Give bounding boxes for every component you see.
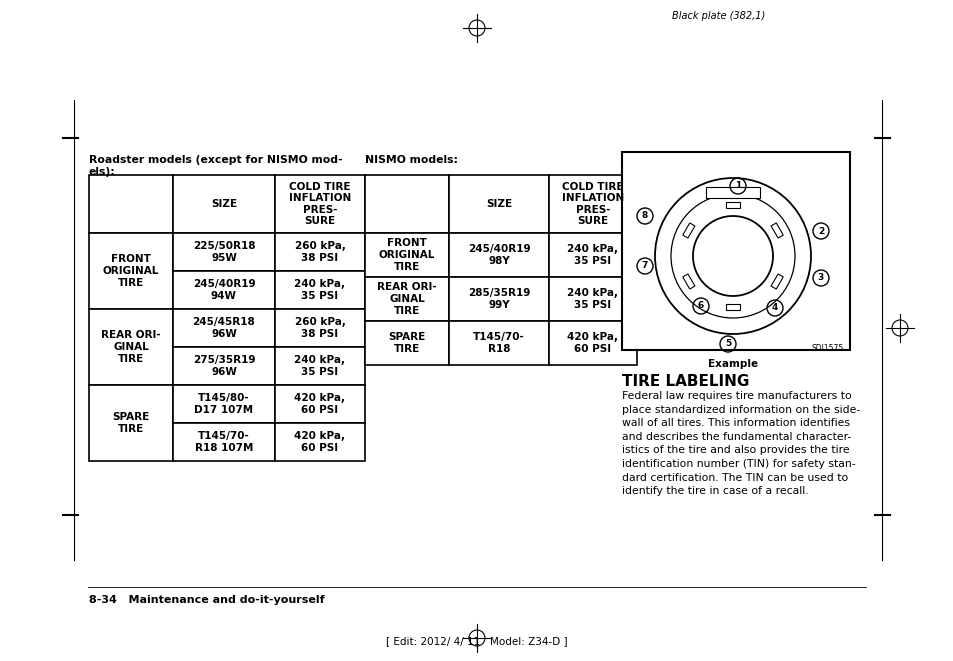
Bar: [172, 233, 274, 271]
Text: TIRE LABELING: TIRE LABELING: [621, 374, 749, 389]
Text: 245/40R19
94W: 245/40R19 94W: [193, 279, 255, 301]
Bar: [274, 385, 365, 423]
Text: 420 kPa,
60 PSI: 420 kPa, 60 PSI: [567, 332, 618, 354]
Bar: [89, 175, 172, 233]
Text: 240 kPa,
35 PSI: 240 kPa, 35 PSI: [294, 355, 345, 377]
Text: SIZE: SIZE: [211, 199, 236, 209]
Text: 420 kPa,
60 PSI: 420 kPa, 60 PSI: [294, 431, 345, 453]
Bar: [449, 321, 548, 365]
Bar: [274, 423, 365, 461]
Bar: [172, 175, 274, 233]
Text: FRONT
ORIGINAL
TIRE: FRONT ORIGINAL TIRE: [103, 254, 159, 288]
Bar: [172, 385, 274, 423]
Text: 7: 7: [641, 262, 647, 270]
Text: Black plate (382,1): Black plate (382,1): [671, 11, 764, 21]
Bar: [274, 271, 365, 309]
Text: Example: Example: [707, 359, 758, 369]
Bar: [365, 233, 449, 277]
Bar: [365, 175, 449, 233]
Text: COLD TIRE
INFLATION
PRES-
SURE: COLD TIRE INFLATION PRES- SURE: [561, 182, 623, 227]
Bar: [705, 187, 760, 198]
Bar: [172, 347, 274, 385]
Bar: [548, 277, 637, 321]
Text: SPARE
TIRE: SPARE TIRE: [112, 412, 150, 434]
Bar: [89, 309, 172, 385]
Text: 1: 1: [734, 182, 740, 190]
Text: 240 kPa,
35 PSI: 240 kPa, 35 PSI: [567, 244, 618, 266]
Bar: [682, 223, 694, 238]
Bar: [725, 202, 740, 208]
Text: 6: 6: [698, 301, 703, 311]
Text: 240 kPa,
35 PSI: 240 kPa, 35 PSI: [567, 288, 618, 310]
Text: 285/35R19
99Y: 285/35R19 99Y: [467, 288, 530, 310]
Text: T145/70-
R18 107M: T145/70- R18 107M: [194, 431, 253, 453]
Bar: [274, 233, 365, 271]
Bar: [365, 277, 449, 321]
Bar: [172, 423, 274, 461]
Bar: [682, 274, 694, 289]
Text: 8-34   Maintenance and do-it-yourself: 8-34 Maintenance and do-it-yourself: [89, 595, 324, 605]
Text: NISMO models:: NISMO models:: [365, 155, 457, 165]
Bar: [449, 175, 548, 233]
Text: 5: 5: [724, 340, 730, 348]
Text: 245/45R18
96W: 245/45R18 96W: [193, 317, 255, 339]
Text: 420 kPa,
60 PSI: 420 kPa, 60 PSI: [294, 393, 345, 415]
Text: T145/80-
D17 107M: T145/80- D17 107M: [194, 393, 253, 415]
Bar: [621, 152, 849, 350]
Text: SDI1575: SDI1575: [811, 344, 843, 353]
Text: 245/40R19
98Y: 245/40R19 98Y: [467, 244, 530, 266]
Text: 8: 8: [641, 212, 647, 221]
Bar: [172, 271, 274, 309]
Text: SPARE
TIRE: SPARE TIRE: [388, 332, 425, 354]
Text: COLD TIRE
INFLATION
PRES-
SURE: COLD TIRE INFLATION PRES- SURE: [289, 182, 351, 227]
Text: 260 kPa,
38 PSI: 260 kPa, 38 PSI: [294, 241, 345, 263]
Bar: [770, 274, 782, 289]
Bar: [449, 233, 548, 277]
Text: 225/50R18
95W: 225/50R18 95W: [193, 241, 255, 263]
Text: Roadster models (except for NISMO mod-
els):: Roadster models (except for NISMO mod- e…: [89, 155, 342, 176]
Text: T145/70-
R18: T145/70- R18: [473, 332, 524, 354]
Bar: [172, 309, 274, 347]
Text: 240 kPa,
35 PSI: 240 kPa, 35 PSI: [294, 279, 345, 301]
Text: 4: 4: [771, 303, 778, 313]
Bar: [274, 309, 365, 347]
Text: Federal law requires tire manufacturers to
place standardized information on the: Federal law requires tire manufacturers …: [621, 391, 860, 496]
Bar: [89, 385, 172, 461]
Bar: [274, 347, 365, 385]
Text: SIZE: SIZE: [485, 199, 512, 209]
Bar: [548, 321, 637, 365]
Text: FRONT
ORIGINAL
TIRE: FRONT ORIGINAL TIRE: [378, 239, 435, 272]
Text: 260 kPa,
38 PSI: 260 kPa, 38 PSI: [294, 317, 345, 339]
Text: 275/35R19
96W: 275/35R19 96W: [193, 355, 255, 377]
Text: 2: 2: [817, 227, 823, 235]
Bar: [274, 175, 365, 233]
Bar: [365, 321, 449, 365]
Bar: [725, 304, 740, 310]
Bar: [449, 277, 548, 321]
Text: REAR ORI-
GINAL
TIRE: REAR ORI- GINAL TIRE: [101, 330, 161, 364]
Text: REAR ORI-
GINAL
TIRE: REAR ORI- GINAL TIRE: [376, 282, 436, 315]
Text: 3: 3: [817, 274, 823, 282]
Bar: [548, 175, 637, 233]
Bar: [89, 233, 172, 309]
Bar: [548, 233, 637, 277]
Bar: [770, 223, 782, 238]
Text: [ Edit: 2012/ 4/ 11   Model: Z34-D ]: [ Edit: 2012/ 4/ 11 Model: Z34-D ]: [386, 636, 567, 646]
